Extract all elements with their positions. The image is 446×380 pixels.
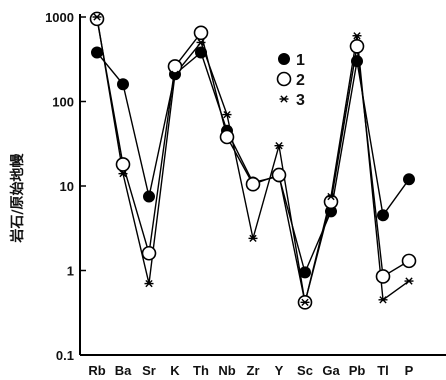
- series-1-point: [195, 46, 207, 59]
- legend: 1 2 3: [276, 52, 305, 109]
- series-2-point: [245, 176, 261, 192]
- legend-item-1: 1: [278, 52, 305, 69]
- series-2-point: [349, 39, 365, 54]
- y-tick-label: 1000: [45, 10, 74, 25]
- series-1-point: [91, 46, 103, 59]
- series-3-point: [326, 192, 336, 201]
- x-tick-label: Y: [275, 363, 284, 378]
- series-3-point: [279, 95, 289, 103]
- x-tick-label: Ba: [115, 363, 132, 378]
- x-tick-label: Zr: [247, 363, 260, 378]
- series-2-point: [219, 129, 235, 145]
- y-tick-label: 1: [67, 264, 74, 279]
- legend-item-3: 3: [279, 92, 305, 109]
- series-3-point: [170, 70, 180, 78]
- series-3-point: [222, 110, 232, 119]
- series-1-point: [351, 55, 363, 68]
- series-3-point: [196, 38, 206, 47]
- series-2-point: [89, 11, 105, 27]
- series-2-point: [323, 194, 339, 210]
- series-2-point: [375, 269, 391, 284]
- series-3-point: [378, 296, 388, 304]
- series-1-point: [299, 266, 311, 279]
- legend-label: 3: [296, 92, 305, 109]
- legend-label: 1: [296, 52, 305, 69]
- x-tick-label: Rb: [88, 363, 105, 378]
- series-2-point: [193, 25, 209, 41]
- series-3-point: [248, 234, 258, 243]
- x-tick-label: Tl: [377, 363, 389, 378]
- x-axis-ticks: Rb Ba Sr K Th Nb Zr Y Sc Ga Pb Tl P: [88, 363, 413, 378]
- series-3-point: [300, 298, 310, 306]
- series-1-point: [278, 53, 290, 65]
- x-tick-label: Ga: [322, 363, 340, 378]
- x-tick-label: Sc: [297, 363, 313, 378]
- legend-label: 2: [296, 72, 305, 89]
- y-tick-label: 100: [52, 95, 74, 110]
- series-3-point: [118, 170, 128, 178]
- series-1-point: [117, 78, 129, 91]
- x-tick-label: P: [405, 363, 414, 378]
- series-3-point: [274, 142, 284, 150]
- y-axis-ticks: 0.1 1 10 100 1000: [45, 10, 86, 363]
- series-3-point: [144, 279, 154, 288]
- series-2-point: [276, 71, 292, 87]
- series-markers: [89, 11, 417, 310]
- series-1-point: [143, 190, 155, 203]
- x-tick-label: K: [170, 363, 180, 378]
- x-tick-label: Pb: [349, 363, 366, 378]
- series-1-point: [403, 173, 415, 186]
- y-axis-label: 岩石/原始地幔: [9, 152, 26, 243]
- series-3-point: [404, 277, 414, 285]
- series-2-point: [401, 253, 417, 269]
- series-2-point: [167, 59, 183, 74]
- x-tick-label: Nb: [218, 363, 235, 378]
- series-2-point: [115, 157, 131, 172]
- y-tick-label: 10: [60, 179, 74, 194]
- series-1-point: [377, 209, 389, 222]
- series-2-point: [271, 167, 287, 183]
- legend-item-2: 2: [276, 71, 305, 89]
- x-tick-label: Th: [193, 363, 209, 378]
- x-tick-label: Sr: [142, 363, 156, 378]
- series-3-point: [352, 32, 362, 40]
- series-2-point: [141, 245, 157, 261]
- series-3-point: [92, 13, 102, 21]
- y-tick-label: 0.1: [56, 348, 74, 363]
